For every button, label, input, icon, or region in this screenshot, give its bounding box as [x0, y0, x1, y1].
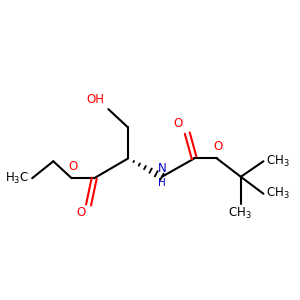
Text: CH$_3$: CH$_3$ — [266, 186, 290, 201]
Text: N: N — [158, 162, 166, 176]
Text: CH$_3$: CH$_3$ — [228, 206, 251, 221]
Text: O: O — [76, 206, 86, 219]
Text: OH: OH — [86, 93, 104, 106]
Text: O: O — [214, 140, 223, 153]
Text: H$_3$C: H$_3$C — [5, 171, 29, 186]
Text: CH$_3$: CH$_3$ — [266, 154, 290, 169]
Text: O: O — [68, 160, 78, 173]
Text: O: O — [174, 117, 183, 130]
Text: H: H — [158, 178, 166, 188]
